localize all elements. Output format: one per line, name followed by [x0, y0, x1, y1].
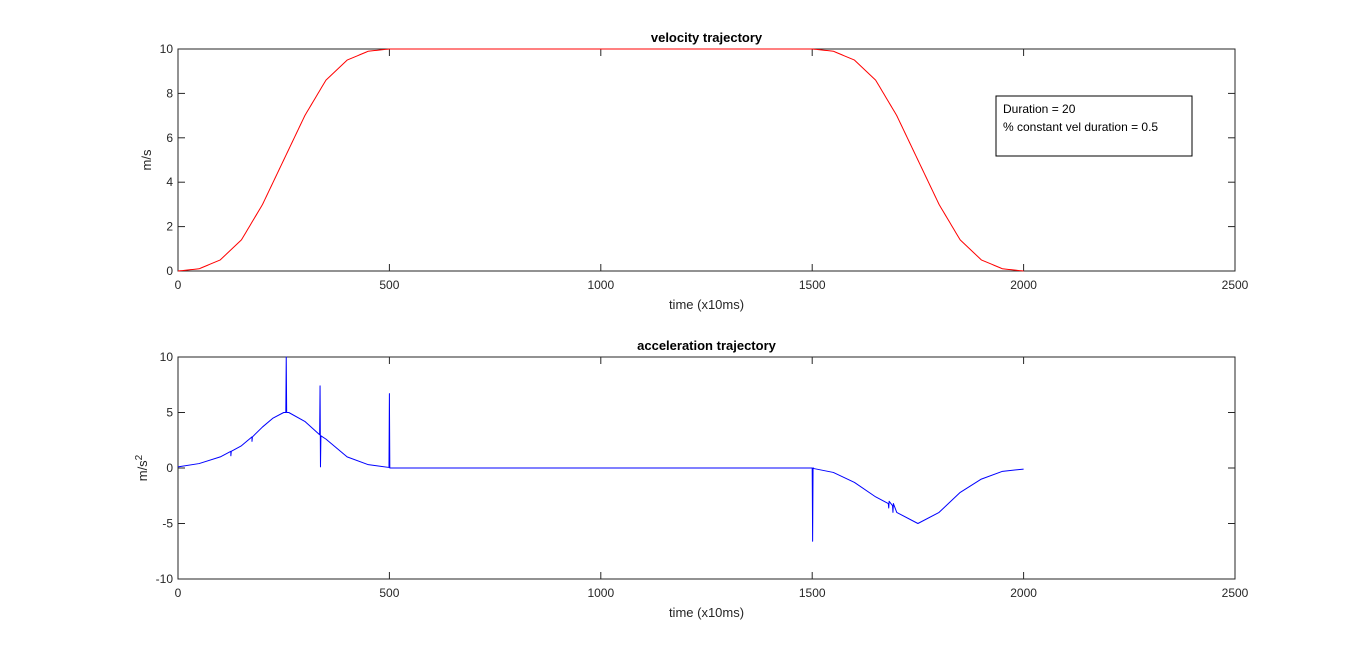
acceleration-axes: 0 500 1000 1500 2000 2500 -10 -5 0 5 10 accelerat…: [134, 338, 1249, 620]
velocity-x-tick-label: 0: [175, 278, 182, 292]
acceleration-y-tick-label: 0: [166, 461, 173, 475]
velocity-annotation-box: Duration = 20 % constant vel duration = …: [995, 95, 1193, 157]
annotation-border: [995, 95, 1193, 157]
velocity-title: velocity trajectory: [651, 30, 763, 45]
acceleration-y-tick-label: -10: [156, 572, 174, 586]
acceleration-y-tick-label: 10: [160, 350, 174, 364]
annotation-duration: Duration = 20: [1003, 102, 1076, 116]
acceleration-y-label: m/s2: [134, 454, 150, 481]
velocity-plot-box: [177, 48, 1236, 272]
velocity-y-tick-label: 10: [160, 42, 174, 56]
velocity-x-tick-label: 2500: [1222, 278, 1249, 292]
acceleration-x-label: time (x10ms): [669, 605, 744, 620]
acceleration-x-tick-label: 1000: [587, 586, 614, 600]
velocity-y-tick-label: 2: [166, 220, 173, 234]
annotation-constant-vel: % constant vel duration = 0.5: [1003, 120, 1158, 134]
velocity-series: [177, 48, 1024, 272]
velocity-x-label: time (x10ms): [669, 297, 744, 312]
acceleration-x-ticks: 0 500 1000 1500 2000 2500: [175, 357, 1249, 600]
velocity-y-tick-label: 6: [166, 131, 173, 145]
velocity-line-series: [177, 48, 1024, 272]
acceleration-line-series: [177, 356, 1024, 542]
velocity-y-label: m/s: [139, 149, 154, 170]
acceleration-x-tick-label: 2500: [1222, 586, 1249, 600]
acceleration-y-ticks: -10 -5 0 5 10: [156, 350, 1235, 586]
velocity-y-tick-label: 0: [166, 264, 173, 278]
acceleration-y-label-main: m/s: [135, 460, 150, 481]
velocity-y-tick-label: 4: [166, 175, 173, 189]
velocity-x-tick-label: 1500: [799, 278, 826, 292]
acceleration-title: acceleration trajectory: [637, 338, 777, 353]
velocity-x-ticks: 0 500 1000 1500 2000 2500: [175, 49, 1249, 292]
acceleration-y-tick-label: -5: [162, 517, 173, 531]
velocity-y-ticks: 0 2 4 6 8 10: [160, 42, 1235, 278]
acceleration-series: [177, 356, 1024, 542]
acceleration-x-tick-label: 500: [379, 586, 399, 600]
velocity-y-tick-label: 8: [166, 86, 173, 100]
acceleration-y-label-sup: 2: [134, 454, 145, 460]
velocity-x-tick-label: 1000: [587, 278, 614, 292]
acceleration-x-tick-label: 1500: [799, 586, 826, 600]
acceleration-y-tick-label: 5: [166, 406, 173, 420]
acceleration-x-tick-label: 2000: [1010, 586, 1037, 600]
velocity-x-tick-label: 2000: [1010, 278, 1037, 292]
acceleration-x-tick-label: 0: [175, 586, 182, 600]
velocity-axes: 0 500 1000 1500 2000 2500 0 2 4 6 8 10 velocity tr…: [139, 30, 1249, 312]
velocity-x-tick-label: 500: [379, 278, 399, 292]
